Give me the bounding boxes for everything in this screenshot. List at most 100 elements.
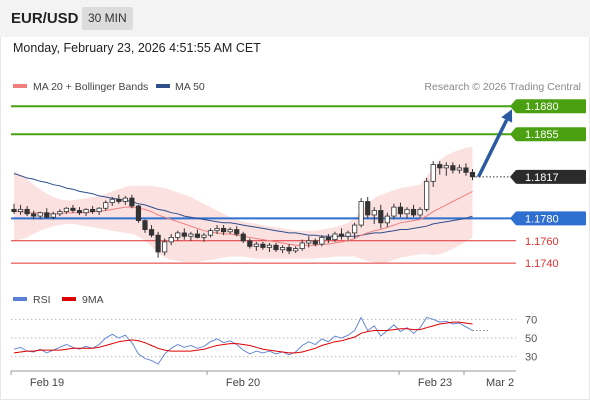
last-price-tag-pointer [510, 169, 516, 184]
level-label-4: 1.1740 [525, 258, 559, 270]
bollinger-band-area [14, 146, 473, 264]
level-tag-pointer-1 [510, 127, 516, 142]
candle [443, 162, 449, 176]
candle-body [31, 213, 37, 217]
level-tag-0 [516, 99, 586, 114]
candle [57, 209, 63, 217]
candle [50, 211, 56, 220]
candle [162, 238, 168, 256]
candle-body [391, 206, 397, 217]
candle [63, 207, 69, 214]
candle-body [70, 207, 76, 211]
candle-body [220, 228, 227, 233]
candle [338, 228, 345, 240]
candle [24, 206, 30, 217]
candle-body [116, 198, 122, 202]
candle [135, 204, 142, 223]
candle [188, 231, 194, 241]
candle [142, 219, 148, 233]
candle-body [351, 224, 358, 234]
level-label-0: 1.1880 [525, 101, 559, 113]
candle [83, 208, 89, 217]
candle [37, 211, 43, 220]
candle-body [358, 201, 364, 226]
candle-body [103, 202, 109, 209]
candle [351, 222, 358, 239]
candle-body [332, 233, 338, 241]
symbol-title: EUR/USD [11, 10, 79, 27]
level-tag-pointer-2 [510, 211, 516, 226]
candle [469, 169, 476, 181]
candle [240, 231, 246, 243]
candle [450, 162, 456, 174]
candle-body [253, 243, 259, 247]
candle [404, 207, 410, 219]
candle [103, 200, 109, 211]
candle-body [175, 232, 181, 238]
candle-body [11, 208, 17, 213]
candle-body [207, 230, 214, 236]
legend-ma50-label: MA 50 [175, 81, 205, 93]
candle [96, 207, 102, 215]
candle [260, 241, 266, 250]
candle [201, 232, 207, 242]
candle-body [443, 165, 449, 169]
candle-body [430, 164, 436, 182]
rsi-line [13, 316, 473, 365]
candle [273, 243, 279, 252]
bollinger-bands [14, 146, 473, 264]
candle-body [437, 164, 443, 169]
candle-body [122, 197, 128, 202]
candle [175, 230, 181, 241]
candle [253, 241, 259, 251]
candle [279, 245, 286, 254]
candle-body [325, 236, 332, 241]
candle-body [57, 211, 63, 215]
candle [417, 207, 423, 218]
interval-badge[interactable]: 30 MIN [82, 7, 133, 30]
candle-body [148, 229, 155, 236]
price-levels [11, 105, 516, 264]
candle [70, 204, 76, 213]
rsi-tick-label-2: 30 [525, 352, 537, 364]
candle [227, 227, 233, 235]
legend-swatch-rsi [13, 297, 27, 301]
candle-body [96, 207, 102, 213]
candle-body [345, 232, 351, 237]
candle-body [135, 205, 142, 221]
candle [234, 226, 240, 237]
candle-body [168, 236, 174, 243]
candle [44, 208, 50, 219]
level-label-3: 1.1760 [525, 236, 559, 248]
candle-body [37, 212, 43, 217]
candle-body [247, 240, 253, 247]
candle [214, 225, 220, 235]
candle-body [450, 165, 456, 171]
rsi-tick-label-1: 50 [525, 333, 537, 345]
legend-rsi-label: RSI [33, 294, 51, 306]
candle-body [299, 242, 305, 250]
candle [168, 234, 174, 246]
arrow-shaft [476, 119, 509, 178]
candle-body [260, 243, 266, 248]
arrow-head [501, 109, 513, 123]
candle-body [397, 206, 404, 215]
candle-body [286, 247, 292, 252]
candle-body [371, 210, 377, 216]
candle-body [338, 233, 345, 237]
candle-body [410, 208, 417, 216]
rsi-9ma-line [13, 321, 473, 354]
candle [207, 228, 214, 238]
candle-body [240, 233, 246, 242]
candle [456, 164, 463, 174]
candle [299, 239, 305, 251]
candle [371, 207, 377, 224]
candle-body [456, 167, 463, 171]
legend-ma20-label: MA 20 + Bollinger Bands [33, 81, 148, 93]
candle [286, 244, 292, 255]
candle [397, 202, 404, 218]
level-tag-pointer-0 [510, 99, 516, 114]
candle [220, 225, 227, 236]
candle-body [181, 232, 187, 237]
